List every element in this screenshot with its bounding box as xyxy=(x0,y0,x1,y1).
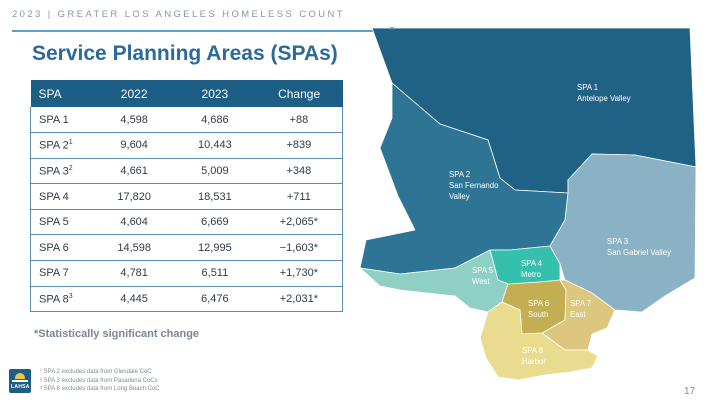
cell-change: +348 xyxy=(255,158,343,185)
spa-map: SPA 1 Antelope Valley SPA 2 San Fernando Va… xyxy=(360,28,697,381)
spa-8-region xyxy=(479,301,599,381)
spa-7-label: SPA 7 East xyxy=(570,299,591,319)
cell-2023: 12,995 xyxy=(174,234,256,262)
cell-spa: SPA 6 xyxy=(30,234,95,262)
spa-1-label: SPA 1 Antelope Valley xyxy=(577,83,631,103)
table-row: SPA 32 4,661 5,009 +348 xyxy=(30,158,343,185)
cell-2023: 6,511 xyxy=(174,260,256,287)
cell-2022: 4,781 xyxy=(94,260,175,287)
footnote-marker: 3 xyxy=(68,292,73,300)
cell-change: +1,730* xyxy=(255,260,343,287)
spa-table: SPA 2022 2023 Change SPA 1 4,598 4,686 +88 S… xyxy=(30,80,343,313)
logo-sun-icon xyxy=(15,373,25,379)
column-header-2022: 2022 xyxy=(94,80,175,107)
cell-2023: 4,686 xyxy=(174,107,256,134)
spa-7-region xyxy=(541,279,616,351)
cell-spa: SPA 5 xyxy=(30,209,95,236)
cell-2022: 4,598 xyxy=(94,107,175,134)
table-row: SPA 6 14,598 12,995 −1,603* xyxy=(30,234,343,262)
cell-change: +2,031* xyxy=(255,286,343,313)
footnote-2: ² SPA 3 excludes data from Pasadena CoCs xyxy=(40,377,158,384)
column-header-spa: SPA xyxy=(30,80,95,107)
cell-change: +2,065* xyxy=(255,209,343,236)
cell-2022: 14,598 xyxy=(94,234,175,262)
table-row: SPA 21 9,604 10,443 +839 xyxy=(30,132,343,159)
header-text: 2023 | GREATER LOS ANGELES HOMELESS COUN… xyxy=(12,9,345,20)
cell-spa: SPA 7 xyxy=(30,260,95,287)
column-header-2023: 2023 xyxy=(174,80,256,107)
footnote-marker: 1 xyxy=(68,139,73,147)
cell-spa: SPA 32 xyxy=(30,158,95,185)
table-row: SPA 83 4,445 6,476 +2,031* xyxy=(30,286,343,313)
column-header-change: Change xyxy=(255,80,343,107)
cell-2023: 18,531 xyxy=(174,183,256,210)
spa-8-label: SPA 8 Harbor xyxy=(522,346,546,366)
cell-spa: SPA 21 xyxy=(30,132,95,159)
lahsa-logo: LAHSA xyxy=(9,369,31,393)
logo-text: LAHSA xyxy=(11,384,30,390)
spa-3-label: SPA 3 San Gabriel Valley xyxy=(607,237,671,257)
table-body: SPA 1 4,598 4,686 +88 SPA 21 9,604 10,443 +839 S… xyxy=(30,107,343,313)
cell-2023: 10,443 xyxy=(174,132,256,159)
header-rule xyxy=(12,30,392,32)
cell-change: +711 xyxy=(255,183,343,210)
table-row: SPA 4 17,820 18,531 +711 xyxy=(30,183,343,210)
page-title: Service Planning Areas (SPAs) xyxy=(32,42,338,65)
cell-change: +88 xyxy=(255,107,343,134)
footnotes: ¹ SPA 2 excludes data from Glendale CoC … xyxy=(40,368,160,394)
cell-change: −1,603* xyxy=(255,234,343,262)
cell-2022: 4,661 xyxy=(94,158,175,185)
cell-spa: SPA 4 xyxy=(30,183,95,210)
footnote-marker: 2 xyxy=(68,164,73,172)
cell-2023: 6,669 xyxy=(174,209,256,236)
cell-2022: 9,604 xyxy=(94,132,175,159)
footnote-3: ³ SPA 8 excludes data from Long Beach Co… xyxy=(40,386,160,393)
cell-2022: 4,604 xyxy=(94,209,175,236)
spa-6-label: SPA 6 South xyxy=(528,299,549,319)
cell-2022: 4,445 xyxy=(94,286,175,313)
cell-spa: SPA 1 xyxy=(30,107,95,134)
spa-4-label: SPA 4 Metro xyxy=(521,259,543,279)
table-row: SPA 7 4,781 6,511 +1,730* xyxy=(30,260,343,287)
cell-2023: 5,009 xyxy=(174,158,256,185)
table-header-row: SPA 2022 2023 Change xyxy=(30,80,343,107)
cell-2022: 17,820 xyxy=(94,183,175,210)
cell-2023: 6,476 xyxy=(174,286,256,313)
page-number: 17 xyxy=(684,386,696,397)
table-row: SPA 5 4,604 6,669 +2,065* xyxy=(30,209,343,236)
cell-spa: SPA 83 xyxy=(30,286,95,313)
footnote-1: ¹ SPA 2 excludes data from Glendale CoC xyxy=(40,369,152,375)
significance-note: *Statistically significant change xyxy=(34,328,200,340)
logo-base-line xyxy=(12,380,28,382)
spa-5-label: SPA 5 West xyxy=(472,266,494,286)
table-row: SPA 1 4,598 4,686 +88 xyxy=(30,107,343,134)
cell-change: +839 xyxy=(255,132,343,159)
spa-2-label: SPA 2 San Fernando Valley xyxy=(449,170,499,201)
